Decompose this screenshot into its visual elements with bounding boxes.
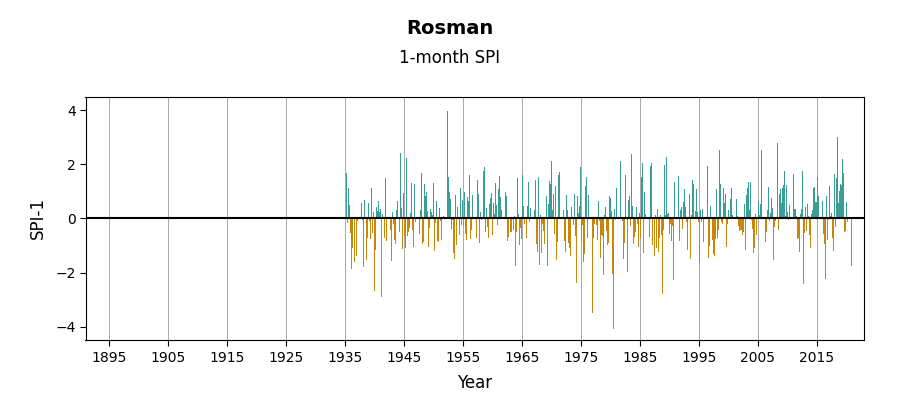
X-axis label: Year: Year — [457, 374, 492, 391]
Text: 1-month SPI: 1-month SPI — [400, 49, 500, 67]
Y-axis label: SPI-1: SPI-1 — [29, 197, 47, 239]
Text: Rosman: Rosman — [407, 19, 493, 38]
